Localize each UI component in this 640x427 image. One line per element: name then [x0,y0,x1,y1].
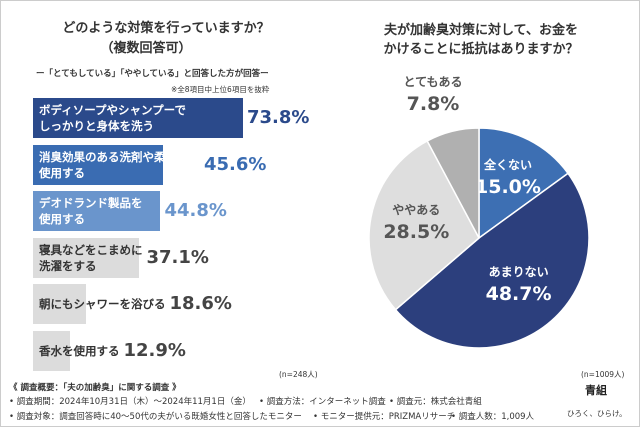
bar-label: ボディソープやシャンプーで しっかりと身体を洗う [39,103,186,133]
pie-title: 夫が加齢臭対策に対して、お金を かけることに抵抗はありますか？ [383,23,579,57]
slice-value: 15.0% [475,176,541,198]
value-label: 18.6% [169,293,232,314]
bar [33,144,163,185]
footer-line: • 調査人数：1,009人 [451,412,535,422]
value-label: 12.9% [123,339,186,361]
pie-slice [426,127,480,239]
brand-tagline: ひろく、ひらけ。 [567,409,627,418]
value-label: 73.8% [247,107,310,128]
bar-label: 香水を使用する [39,343,120,358]
sample-note: (n=248人) [279,370,318,379]
bar-label: 朝にもシャワーを浴びる [39,297,166,311]
value-label: 45.6% [204,153,267,175]
bar-label: 消臭効果のある洗剤や柔軟剤を 使用する [39,149,200,180]
annotation: ※全8項目中上位6項目を抜粋 [171,85,270,94]
pie-slice [394,172,590,349]
footer-line: • 調査元：株式会社青組 [389,397,482,407]
pie-slice [368,139,480,311]
slice-label: あまりない [489,265,549,279]
value-label: 44.8% [164,200,227,221]
bar [33,98,243,138]
slice-value: 28.5% [383,221,449,243]
footer-line: • 調査対象：調査回答時に40〜50代の夫がいる既婚女性と回答したモニター [9,412,302,422]
slice-label: ややある [392,203,440,217]
slice-label: とてもある [403,75,462,89]
brand-name: 青組 [585,384,607,397]
bar-title: どのような対策を行っていますか？ [62,21,270,36]
footer-line: • 調査期間：2024年10月31日（木）～2024年11月1日（金） [9,397,251,407]
slice-value: 7.8% [407,93,460,115]
sample-note: (n=1009人) [581,370,625,379]
bar [33,191,161,231]
bar [33,284,86,324]
bar [33,330,70,371]
bar-subtitle: （複数回答可） [100,41,192,56]
value-label: 37.1% [146,246,209,268]
slice-label: 全くない [483,157,532,172]
footer-heading: 《 調査概要：「夫の加齢臭」に関する調査 》 [9,383,181,393]
bar [33,237,139,278]
footer-line: • 調査方法：インターネット調査 [259,397,386,407]
bar-label: デオドランド製品を 使用する [39,196,143,226]
footer-line: • モニター提供元：PRIZMAリサーチ [313,412,456,422]
bar-label: 寝具などをこまめに 洗濯をする [39,242,143,273]
annotation: ー「とてもしている」「ややしている」と回答した方が回答ー [36,69,269,79]
pie-slice [478,127,570,240]
slice-value: 48.7% [486,283,552,305]
